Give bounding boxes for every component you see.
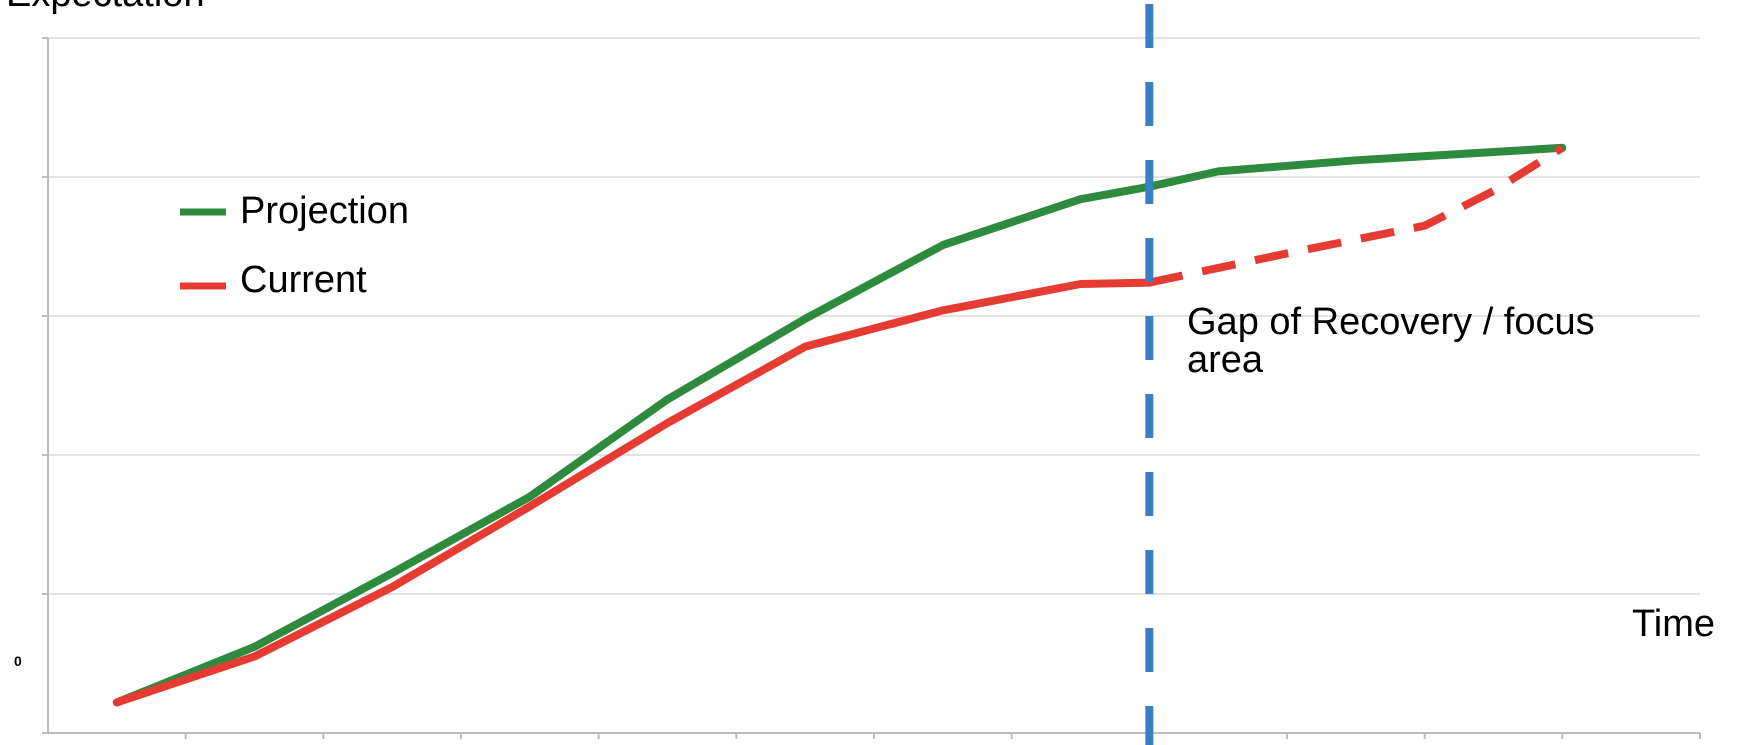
legend-label-current: Current	[240, 259, 367, 301]
series-layer	[112, 143, 1567, 707]
x-axis-label: Time	[1632, 603, 1715, 645]
series-line-current	[112, 278, 1154, 707]
series-line-gap-projection	[1148, 144, 1565, 287]
y-axis-label: Expectation	[6, 0, 205, 15]
legend-label-projection: Projection	[240, 190, 409, 232]
annotation-line-1: Gap of Recovery / focus	[1187, 301, 1595, 343]
gap-annotation: Gap of Recovery / focus area	[1187, 301, 1595, 381]
axes	[42, 37, 1701, 739]
y-tick-label: 0	[14, 653, 22, 669]
annotation-line-2: area	[1187, 339, 1264, 381]
series-line-projection	[112, 143, 1567, 707]
legend: Projection Current	[180, 190, 409, 301]
grid	[48, 37, 1700, 595]
